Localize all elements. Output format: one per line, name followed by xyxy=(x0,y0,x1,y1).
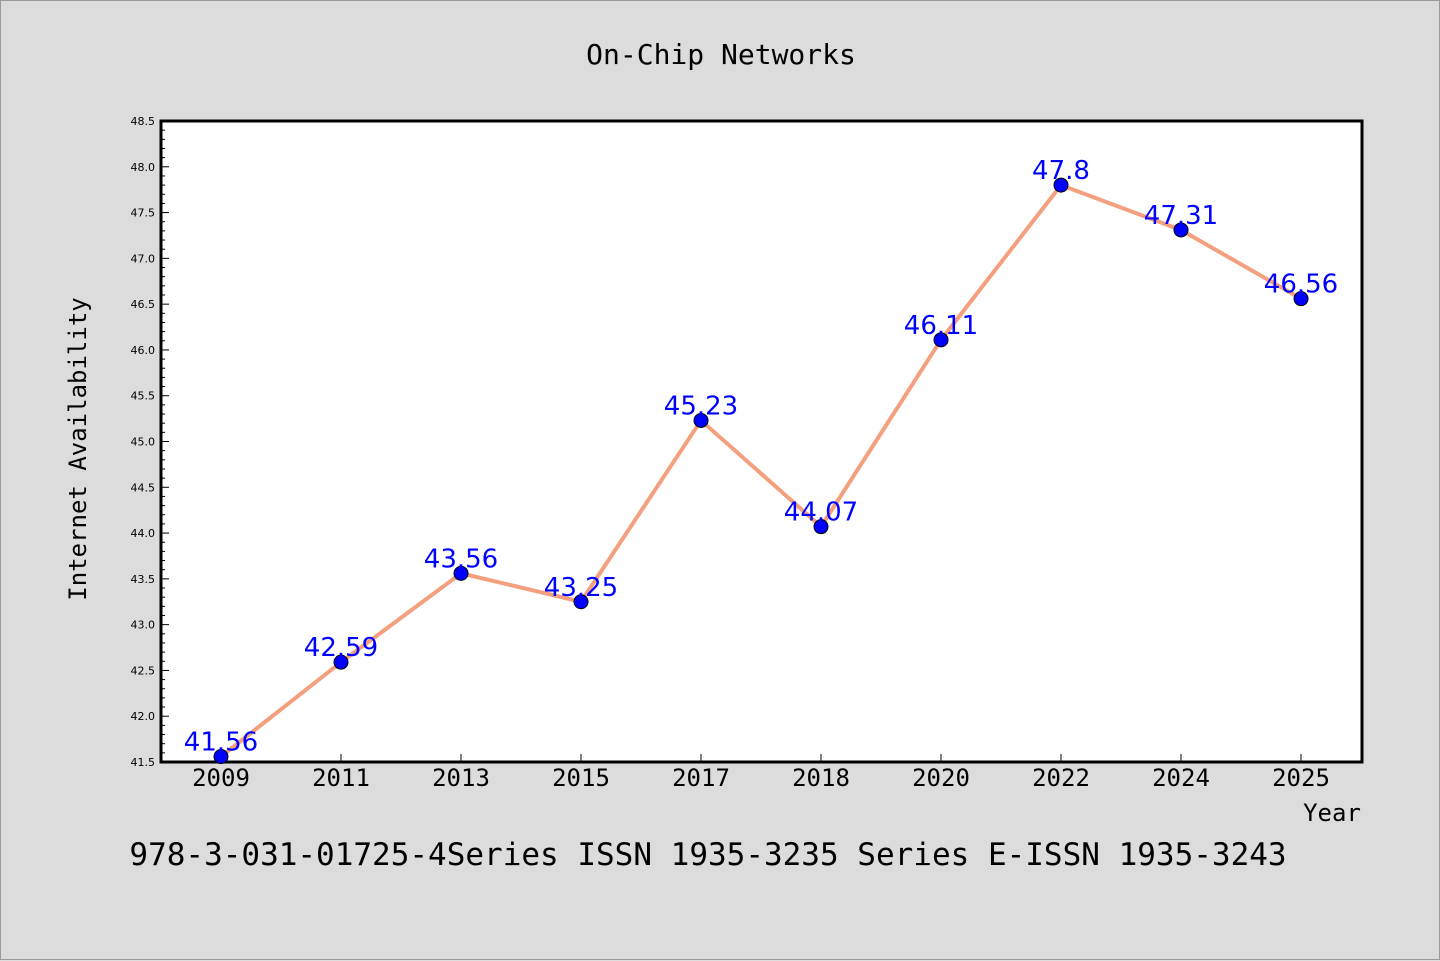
data-label: 46.56 xyxy=(1264,270,1338,300)
y-axis: 41.5 42.0 42.5 43.0 43.5 44.0 44.5 45.0 45.5 46.0… xyxy=(131,115,169,769)
data-label: 43.25 xyxy=(544,573,618,603)
data-label: 43.56 xyxy=(424,544,498,574)
data-point xyxy=(933,332,949,348)
plot-area xyxy=(159,119,1364,764)
data-label: 44.07 xyxy=(784,498,858,528)
y-tick-label: 46.0 xyxy=(131,344,156,357)
data-label: 47.31 xyxy=(1144,201,1218,231)
data-point xyxy=(693,412,709,428)
x-tick-label: 2013 xyxy=(432,764,490,792)
data-label: 46.11 xyxy=(904,311,978,341)
data-point xyxy=(333,654,349,670)
data-point xyxy=(1173,222,1189,238)
y-tick-label: 41.5 xyxy=(131,756,156,769)
series-layer: 41.56 42.59 43.56 43.25 45.23 44.07 46.11 47.8 4… xyxy=(184,156,1338,765)
x-tick-label: 2017 xyxy=(672,764,730,792)
data-point xyxy=(213,749,229,765)
data-point xyxy=(1293,291,1309,307)
x-tick-label: 2018 xyxy=(792,764,850,792)
chart-footer: 978-3-031-01725-4Series ISSN 1935-3235 S… xyxy=(129,837,1286,873)
y-tick-label: 43.5 xyxy=(131,573,156,586)
data-label: 47.8 xyxy=(1032,156,1090,186)
y-tick-label: 48.0 xyxy=(131,161,156,174)
y-tick-label: 47.5 xyxy=(131,207,156,220)
x-tick-label: 2025 xyxy=(1272,764,1330,792)
y-tick-label: 45.5 xyxy=(131,390,156,403)
y-tick-label: 47.0 xyxy=(131,252,156,265)
x-tick-label: 2024 xyxy=(1152,764,1210,792)
data-label: 42.59 xyxy=(304,633,378,663)
y-tick-label: 45.0 xyxy=(131,436,156,449)
x-tick-label: 2009 xyxy=(192,764,250,792)
y-tick-label: 42.0 xyxy=(131,710,156,723)
y-tick-label: 44.5 xyxy=(131,481,156,494)
x-axis-label: Year xyxy=(1303,799,1361,827)
chart-title: On-Chip Networks xyxy=(586,38,856,71)
y-tick-label: 43.0 xyxy=(131,619,156,632)
series-line xyxy=(219,183,1302,759)
data-point xyxy=(573,594,589,610)
y-tick-label: 46.5 xyxy=(131,298,156,311)
x-tick-label: 2020 xyxy=(912,764,970,792)
data-label: 41.56 xyxy=(184,728,258,758)
data-point xyxy=(453,565,469,581)
y-tick-label: 42.5 xyxy=(131,664,156,677)
data-point xyxy=(813,519,829,535)
x-axis: 2009 2011 2013 2015 2017 2018 2020 2022 2024 2025 xyxy=(192,754,1330,792)
x-tick-label: 2022 xyxy=(1032,764,1090,792)
y-tick-label: 44.0 xyxy=(131,527,156,540)
y-tick-label: 48.5 xyxy=(131,115,156,128)
data-point xyxy=(1053,177,1069,193)
x-tick-label: 2011 xyxy=(312,764,370,792)
data-label: 45.23 xyxy=(664,391,738,421)
y-axis-label: Internet Availability xyxy=(64,297,92,600)
x-tick-label: 2015 xyxy=(552,764,610,792)
